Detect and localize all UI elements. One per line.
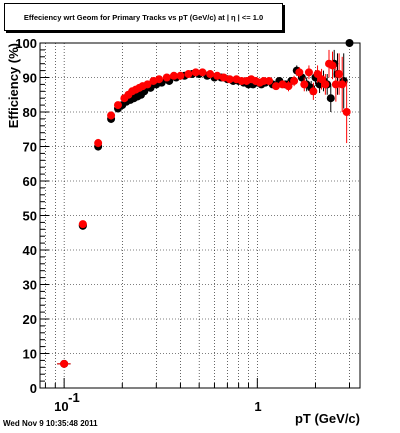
data-point [60, 359, 69, 368]
data-point [225, 75, 234, 84]
data-point [335, 70, 344, 79]
y-tick-label: 80 [23, 105, 37, 120]
x-tick-labels: 10-1 1 [54, 390, 261, 414]
data-point [198, 68, 207, 77]
data-point [113, 101, 122, 110]
data-points [57, 39, 354, 368]
y-tick-label: 20 [23, 312, 37, 327]
data-point [278, 80, 287, 89]
y-axis-title: Efficiency (%) [6, 43, 21, 128]
x-tick-label-exponent: -1 [68, 390, 80, 405]
y-tick-label: 10 [23, 347, 37, 362]
y-tick-label: 60 [23, 174, 37, 189]
data-point [300, 80, 309, 89]
data-point [169, 71, 178, 80]
data-point [345, 39, 354, 47]
data-point [331, 80, 340, 89]
data-point [94, 139, 103, 148]
data-point [338, 80, 347, 89]
y-tick-label: 70 [23, 140, 37, 155]
data-point [206, 70, 215, 79]
data-point [219, 73, 228, 82]
y-tick-label: 100 [15, 36, 37, 51]
data-point [176, 71, 185, 80]
data-point [290, 76, 299, 85]
data-point [191, 68, 200, 77]
series-1 [57, 49, 351, 368]
timestamp-footer: Wed Nov 9 10:35:48 2011 [3, 419, 98, 428]
data-point [107, 111, 116, 120]
y-tick-label: 40 [23, 243, 37, 258]
series-0 [57, 39, 354, 368]
data-point [304, 68, 313, 77]
chart-title: Effeciency wrt Geom for Primary Tracks v… [4, 3, 283, 31]
data-point [213, 71, 222, 80]
data-point [155, 75, 164, 84]
y-tick-label: 0 [30, 381, 37, 396]
data-point [143, 80, 152, 89]
data-point [162, 73, 171, 82]
data-point [342, 108, 351, 116]
y-tick-label: 50 [23, 209, 37, 224]
y-tick-labels: 0 10 20 30 40 50 60 70 80 90 100 [15, 36, 37, 396]
data-point [272, 82, 281, 91]
data-point [295, 68, 304, 77]
data-point [321, 80, 330, 89]
data-point [328, 61, 337, 70]
x-tick-label: 1 [254, 399, 261, 414]
y-tick-label: 30 [23, 278, 37, 293]
data-point [284, 82, 293, 91]
y-tick-label: 90 [23, 71, 37, 86]
data-point [184, 70, 193, 79]
data-point [78, 220, 87, 229]
x-tick-label: 10 [54, 399, 68, 414]
data-point [326, 94, 335, 103]
data-point [309, 87, 318, 96]
axis-ticks [40, 42, 350, 389]
data-point [265, 76, 274, 85]
x-axis-title: pT (GeV/c) [295, 411, 360, 426]
